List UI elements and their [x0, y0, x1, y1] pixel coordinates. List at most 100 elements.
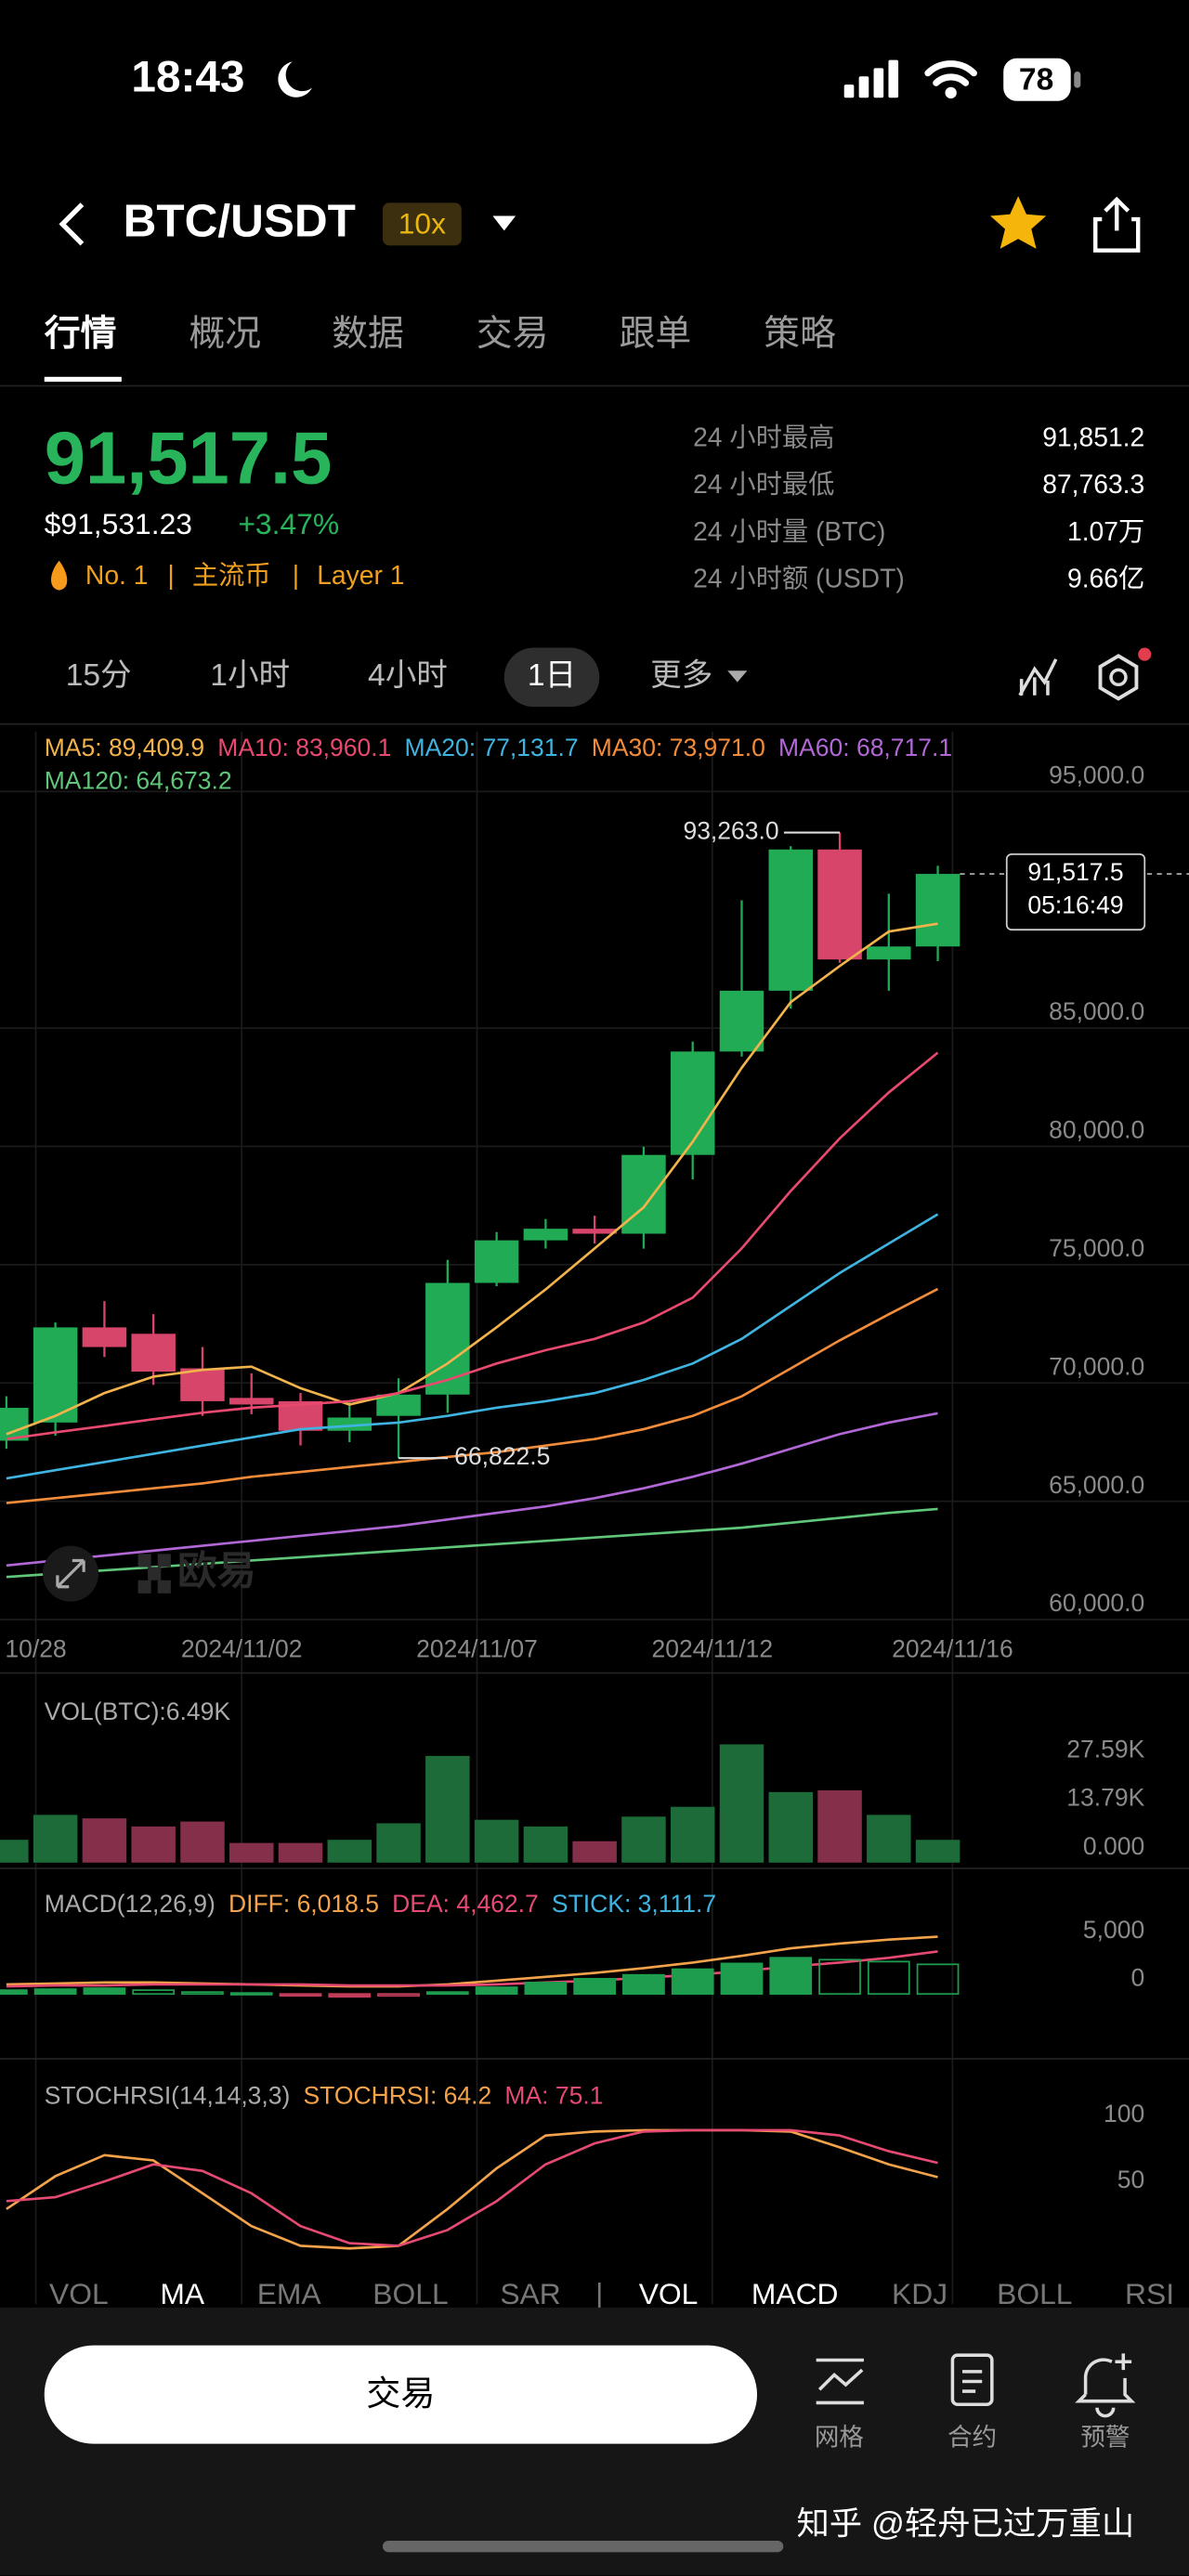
tab[interactable]: 策略 — [764, 314, 836, 354]
macd-bar — [867, 1960, 910, 1996]
legend-entry: STICK: 3,111.7 — [552, 1890, 716, 1918]
y-tick-label: 85,000.0 — [1049, 997, 1144, 1025]
indicator-tab[interactable]: BOLL — [372, 2277, 448, 2310]
trade-button-label[interactable]: 交易 — [366, 2374, 435, 2413]
legend-entry: DEA: 4,462.7 — [392, 1890, 539, 1918]
legend-entry: MA20: 77,131.7 — [405, 734, 579, 761]
volume-bar — [867, 1815, 911, 1863]
trade-button[interactable] — [44, 2345, 758, 2444]
divider — [0, 1672, 1189, 1674]
indicator-tab[interactable]: SAR — [500, 2277, 560, 2310]
ma-line — [6, 1287, 939, 1504]
contract-icon[interactable] — [950, 2353, 994, 2406]
back-button[interactable] — [59, 202, 85, 246]
candle-body — [867, 946, 911, 960]
stat-label: 24 小时最高 — [693, 422, 834, 451]
indicator-tab[interactable]: BOLL — [997, 2277, 1072, 2310]
watermark-text: 知乎 @轻舟已过万重山 — [796, 2505, 1134, 2542]
tab[interactable]: 数据 — [332, 314, 404, 354]
tab[interactable]: 概况 — [189, 314, 261, 354]
volume-bar — [229, 1842, 274, 1863]
settings-button[interactable] — [1098, 654, 1139, 701]
pair-title[interactable]: BTC/USDT — [124, 195, 356, 246]
macd-bar — [83, 1987, 126, 1996]
indicator-tab[interactable]: RSI — [1125, 2277, 1174, 2310]
expand-icon — [56, 1558, 85, 1589]
ma-line — [6, 1213, 939, 1480]
candle-body — [915, 874, 960, 947]
legend-entry: MACD(12,26,9) — [45, 1890, 216, 1918]
timeframe[interactable]: 1小时 — [210, 658, 290, 693]
tab[interactable]: 跟单 — [620, 314, 692, 354]
legend-entry: MA5: 89,409.9 — [45, 734, 204, 761]
volume-bar — [719, 1744, 764, 1863]
timeframe[interactable]: 4小时 — [368, 658, 448, 693]
y-tick-label: 75,000.0 — [1049, 1234, 1144, 1262]
stat-value: 91,851.2 — [1042, 422, 1144, 451]
bottom-item-label[interactable]: 预警 — [1080, 2423, 1130, 2451]
volume-bar — [572, 1841, 617, 1863]
leverage-badge — [382, 202, 462, 246]
grid-icon[interactable] — [816, 2358, 864, 2405]
legend-entry: STOCHRSI: 64.2 — [304, 2082, 492, 2110]
volume-bar — [33, 1815, 78, 1863]
indicator-tab[interactable]: EMA — [257, 2277, 322, 2310]
stat-value: 9.66亿 — [1067, 564, 1144, 593]
candle-body — [425, 1282, 470, 1395]
candle-body — [33, 1327, 78, 1423]
favorite-star[interactable] — [990, 196, 1047, 249]
y-tick-label: 60,000.0 — [1049, 1589, 1144, 1617]
volume-bar — [670, 1806, 715, 1863]
stat-value: 87,763.3 — [1042, 469, 1144, 499]
more-dropdown[interactable] — [727, 670, 748, 683]
timeframe[interactable]: 15分 — [66, 658, 132, 693]
candle-body — [376, 1394, 421, 1416]
timeframe[interactable]: 1日 — [528, 658, 576, 693]
tab[interactable]: 行情 — [45, 314, 117, 354]
y-tick-label: 0 — [1131, 1963, 1145, 1991]
stat-label: 24 小时最低 — [693, 469, 834, 499]
bottom-items: 网格 合约 预警 — [815, 2423, 1130, 2451]
divider — [0, 2058, 1189, 2060]
candle-body — [82, 1327, 127, 1347]
macd-bar — [916, 1963, 960, 1996]
wifi-dot — [945, 86, 957, 99]
candle-body — [474, 1240, 519, 1283]
bottom-item-label[interactable]: 网格 — [815, 2423, 864, 2451]
usd-price: $91,531.23 — [45, 507, 192, 540]
timeframe-active-bg — [503, 647, 600, 708]
candle-body — [523, 1229, 568, 1241]
stat-label: 24 小时额 (USDT) — [693, 564, 905, 593]
candle-body — [180, 1368, 225, 1401]
timeframe[interactable]: 更多 — [650, 657, 712, 693]
macd-bar — [524, 1982, 568, 1996]
share-button[interactable] — [1093, 196, 1141, 253]
bottom-item-label[interactable]: 合约 — [947, 2423, 997, 2451]
y-tick-label: 27.59K — [1066, 1736, 1144, 1763]
alert-icon[interactable] — [1075, 2353, 1136, 2418]
separator: | — [293, 560, 299, 590]
indicator-tab[interactable]: MA — [160, 2277, 205, 2310]
candle-body — [0, 1408, 29, 1441]
indicator-tab[interactable]: VOL — [639, 2277, 699, 2310]
indicator-tab[interactable]: MACD — [751, 2277, 839, 2310]
tab[interactable]: 交易 — [477, 314, 549, 354]
legend-entry: MA30: 73,971.0 — [592, 734, 765, 761]
indicator-button[interactable] — [1018, 658, 1058, 696]
price-change: +3.47% — [238, 507, 339, 540]
macd-bar — [33, 1988, 77, 1996]
stats: 24 小时最高 91,851.2 24 小时最低 87,763.3 24 小时量 (BT… — [693, 422, 1144, 592]
indicator-tab[interactable]: KDJ — [892, 2277, 947, 2310]
legend-entry: MA60: 68,717.1 — [778, 734, 952, 761]
indicator-tabs: VOL MA EMA BOLL SAR | VOL MACD KDJ BOLL RSI — [49, 2277, 1174, 2310]
indicator-tab[interactable]: VOL — [49, 2277, 109, 2310]
y-tick-label: 95,000.0 — [1049, 761, 1144, 788]
pair-dropdown[interactable] — [492, 215, 516, 231]
macd-bar — [475, 1986, 518, 1996]
rank: No. 1 — [85, 560, 149, 590]
y-tick-label: 70,000.0 — [1049, 1352, 1144, 1380]
charts: 10/28 2024/11/02 2024/11/07 2024/11/12 2024/… — [0, 731, 1189, 2305]
indicator-tab[interactable]: | — [595, 2277, 603, 2310]
divider — [0, 1867, 1189, 1869]
